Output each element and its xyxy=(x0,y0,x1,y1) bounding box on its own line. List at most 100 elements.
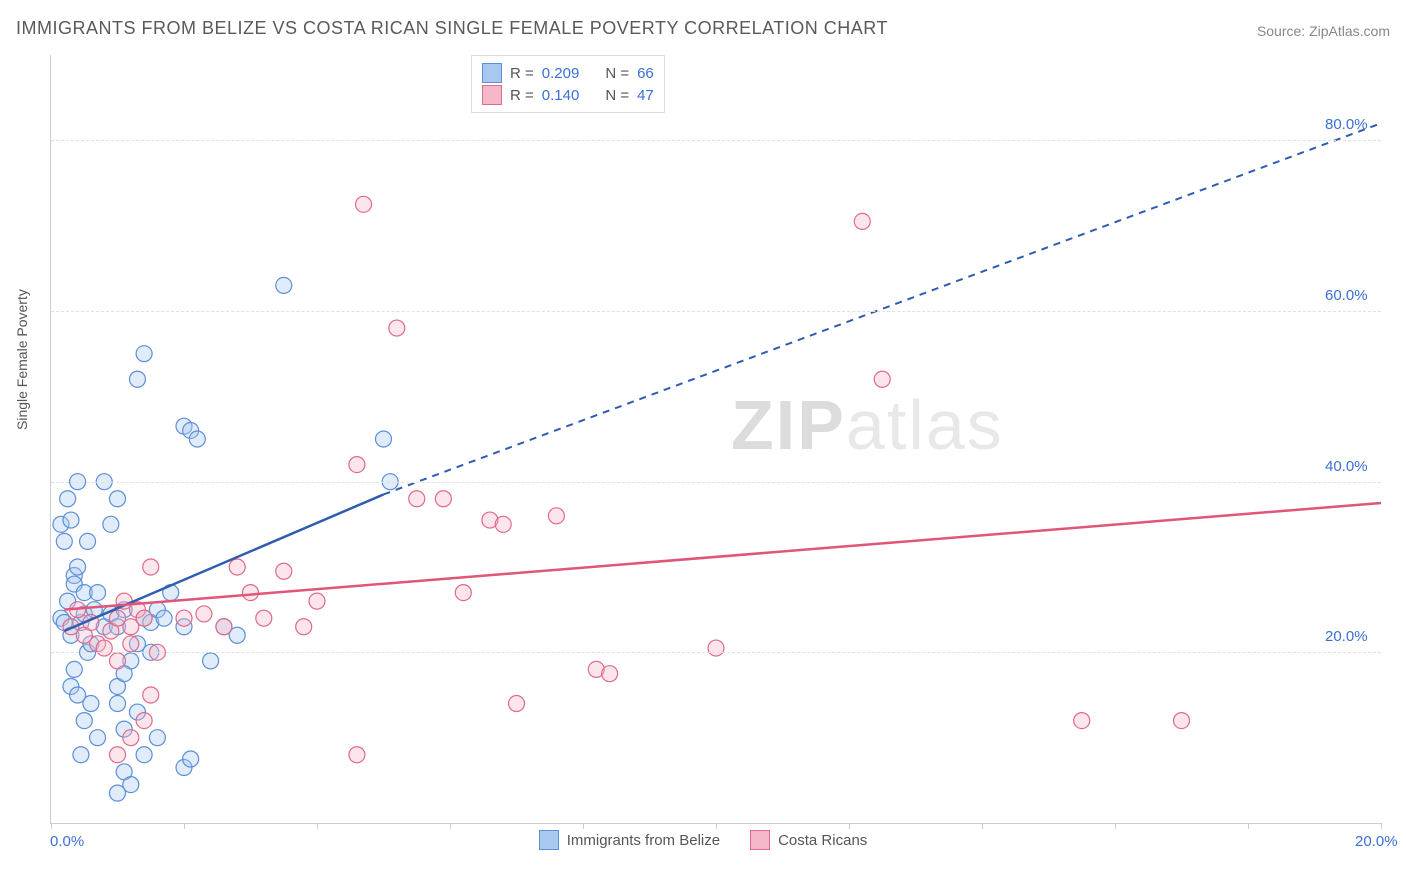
gridline xyxy=(51,482,1381,483)
swatch-belize-bottom xyxy=(539,830,559,850)
data-point xyxy=(110,696,126,712)
data-point xyxy=(80,533,96,549)
data-point xyxy=(143,559,159,575)
data-point xyxy=(435,491,451,507)
data-point xyxy=(708,640,724,656)
swatch-belize xyxy=(482,63,502,83)
data-point xyxy=(73,747,89,763)
data-point xyxy=(376,431,392,447)
n-label: N = xyxy=(605,87,629,104)
data-point xyxy=(136,747,152,763)
data-point xyxy=(156,610,172,626)
swatch-costarica-bottom xyxy=(750,830,770,850)
data-point xyxy=(123,636,139,652)
legend-row-belize: R = 0.209 N = 66 xyxy=(482,62,654,84)
legend-row-costarica: R = 0.140 N = 47 xyxy=(482,84,654,106)
trend-line xyxy=(64,503,1381,610)
r-value-costarica: 0.140 xyxy=(542,87,580,104)
data-point xyxy=(90,585,106,601)
data-point xyxy=(136,713,152,729)
data-point xyxy=(110,747,126,763)
legend-label-belize: Immigrants from Belize xyxy=(567,832,720,849)
x-tick xyxy=(849,823,850,829)
data-point xyxy=(276,277,292,293)
y-tick-label: 20.0% xyxy=(1325,628,1368,645)
source-label: Source: ZipAtlas.com xyxy=(1257,23,1390,39)
data-point xyxy=(243,585,259,601)
n-value-belize: 66 xyxy=(637,65,654,82)
data-point xyxy=(854,213,870,229)
header: IMMIGRANTS FROM BELIZE VS COSTA RICAN SI… xyxy=(16,18,1390,39)
data-point xyxy=(96,640,112,656)
data-point xyxy=(70,559,86,575)
r-label: R = xyxy=(510,65,534,82)
data-point xyxy=(495,516,511,532)
chart-svg xyxy=(51,55,1381,823)
data-point xyxy=(296,619,312,635)
x-tick xyxy=(1381,823,1382,829)
data-point xyxy=(83,696,99,712)
data-point xyxy=(196,606,212,622)
x-tick xyxy=(184,823,185,829)
data-point xyxy=(149,730,165,746)
data-point xyxy=(90,730,106,746)
data-point xyxy=(136,346,152,362)
data-point xyxy=(129,371,145,387)
legend-label-costarica: Costa Ricans xyxy=(778,832,867,849)
gridline xyxy=(51,652,1381,653)
data-point xyxy=(110,491,126,507)
x-tick xyxy=(716,823,717,829)
data-point xyxy=(874,371,890,387)
data-point xyxy=(143,687,159,703)
trend-line-dashed xyxy=(384,123,1382,494)
data-point xyxy=(103,516,119,532)
y-axis-label: Single Female Poverty xyxy=(14,289,30,430)
data-point xyxy=(548,508,564,524)
x-tick xyxy=(1248,823,1249,829)
data-point xyxy=(66,661,82,677)
data-point xyxy=(1174,713,1190,729)
chart-title: IMMIGRANTS FROM BELIZE VS COSTA RICAN SI… xyxy=(16,18,888,39)
legend-top: R = 0.209 N = 66 R = 0.140 N = 47 xyxy=(471,55,665,113)
data-point xyxy=(76,713,92,729)
y-tick-label: 60.0% xyxy=(1325,287,1368,304)
data-point xyxy=(56,533,72,549)
data-point xyxy=(349,457,365,473)
data-point xyxy=(110,785,126,801)
gridline xyxy=(51,140,1381,141)
data-point xyxy=(455,585,471,601)
data-point xyxy=(356,196,372,212)
data-point xyxy=(60,491,76,507)
data-point xyxy=(256,610,272,626)
y-tick-label: 40.0% xyxy=(1325,458,1368,475)
x-tick xyxy=(450,823,451,829)
data-point xyxy=(229,559,245,575)
legend-item-belize: Immigrants from Belize xyxy=(539,830,720,850)
data-point xyxy=(136,610,152,626)
data-point xyxy=(63,512,79,528)
data-point xyxy=(183,751,199,767)
x-tick xyxy=(1115,823,1116,829)
data-point xyxy=(602,666,618,682)
data-point xyxy=(409,491,425,507)
n-label: N = xyxy=(605,65,629,82)
data-point xyxy=(309,593,325,609)
plot-area: ZIPatlas R = 0.209 N = 66 R = 0.140 N = … xyxy=(50,55,1381,824)
r-label: R = xyxy=(510,87,534,104)
data-point xyxy=(203,653,219,669)
legend-item-costarica: Costa Ricans xyxy=(750,830,867,850)
data-point xyxy=(1074,713,1090,729)
data-point xyxy=(123,730,139,746)
data-point xyxy=(189,431,205,447)
x-tick xyxy=(982,823,983,829)
trend-line xyxy=(64,494,383,631)
y-tick-label: 80.0% xyxy=(1325,116,1368,133)
legend-bottom: Immigrants from Belize Costa Ricans xyxy=(0,830,1406,850)
swatch-costarica xyxy=(482,85,502,105)
x-tick xyxy=(317,823,318,829)
data-point xyxy=(389,320,405,336)
data-point xyxy=(176,610,192,626)
data-point xyxy=(509,696,525,712)
r-value-belize: 0.209 xyxy=(542,65,580,82)
x-tick xyxy=(51,823,52,829)
